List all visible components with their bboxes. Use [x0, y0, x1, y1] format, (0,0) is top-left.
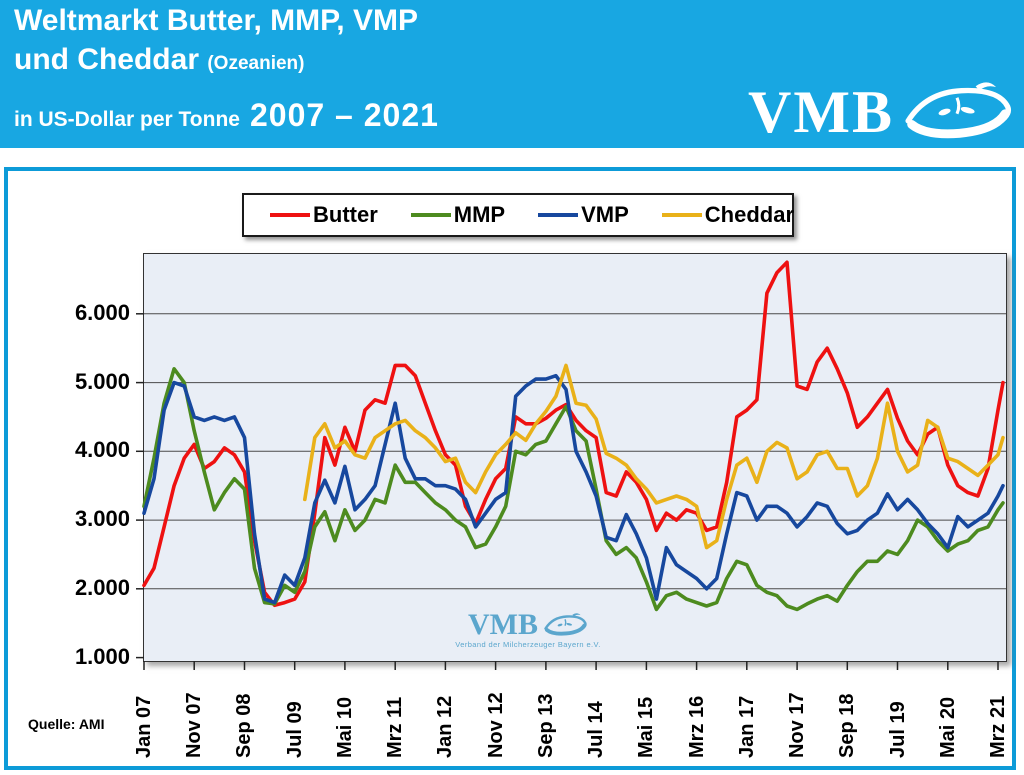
- page-title-line1: Weltmarkt Butter, MMP, VMP: [14, 4, 418, 37]
- chart-canvas: [136, 260, 1006, 670]
- x-axis-label: Mrz 21: [987, 695, 1009, 758]
- x-axis-label: Jul 19: [887, 701, 909, 758]
- vmb-logo: VMB: [748, 80, 1016, 144]
- y-axis-label: 4.000: [74, 437, 130, 462]
- x-axis-label: Mai 20: [937, 696, 959, 758]
- legend-swatch-vmp: [538, 213, 579, 217]
- page-title-region: (Ozeanien): [207, 53, 305, 74]
- legend-item-butter: Butter: [270, 202, 378, 228]
- y-axis-label: 2.000: [74, 575, 130, 600]
- legend-swatch-butter: [270, 213, 310, 217]
- x-axis-label: Jan 12: [434, 695, 456, 758]
- legend-swatch-mmp: [410, 213, 451, 217]
- x-axis-label: Nov 12: [485, 692, 507, 758]
- x-axis-label: Mrz 11: [384, 696, 406, 758]
- subtitle-year-range: 2007 – 2021: [249, 97, 439, 133]
- x-axis-label: Sep 18: [836, 693, 858, 758]
- watermark-text: VMB: [468, 608, 538, 641]
- y-axis-label: 5.000: [74, 369, 130, 394]
- legend-label: Cheddar: [704, 202, 795, 227]
- page-title-line2: und Cheddar (Ozeanien): [14, 43, 304, 77]
- vmb-watermark: VMB Verband der Milcherzeuger Bayern e.V…: [448, 608, 608, 650]
- page-title-line2-main: und Cheddar: [14, 43, 199, 76]
- legend-item-mmp: MMP: [410, 202, 506, 228]
- y-axis-label: 1.000: [74, 644, 130, 669]
- x-axis-label: Mai 15: [635, 696, 657, 758]
- y-axis-label: 3.000: [74, 506, 130, 531]
- x-axis-label: Nov 17: [786, 692, 808, 758]
- page-subtitle: in US-Dollar per Tonne 2007 – 2021: [14, 97, 439, 134]
- x-axis-label: Mai 10: [334, 696, 356, 758]
- legend-label: VMP: [581, 202, 629, 227]
- vmb-swirl-icon: [905, 82, 1011, 139]
- legend-label: Butter: [313, 202, 378, 227]
- x-axis-label: Sep 08: [233, 693, 255, 758]
- source-note: Quelle: AMI: [28, 716, 105, 732]
- header-banner: Weltmarkt Butter, MMP, VMP und Cheddar (…: [0, 0, 1024, 148]
- y-axis-label: 6.000: [74, 300, 130, 325]
- x-axis-label: Mrz 16: [686, 695, 708, 758]
- legend-item-cheddar: Cheddar: [661, 202, 795, 228]
- series-line-cheddar: [303, 363, 1005, 550]
- x-axis-label: Nov 07: [183, 692, 205, 758]
- legend-swatch-cheddar: [661, 213, 702, 217]
- x-axis-label: Jan 07: [133, 695, 155, 758]
- chart-legend: Butter MMP VMP Cheddar: [242, 193, 794, 237]
- plot-area: [136, 253, 1007, 670]
- watermark-subtext: Verband der Milcherzeuger Bayern e.V.: [455, 640, 601, 649]
- x-axis-label: Jul 14: [585, 701, 607, 758]
- series-line-vmp: [142, 373, 1005, 605]
- legend-label: MMP: [453, 202, 506, 227]
- x-axis-label: Jan 17: [736, 695, 758, 758]
- vmb-swirl-icon: [544, 613, 587, 636]
- x-axis-label: Sep 13: [535, 693, 557, 758]
- vmb-logo-text: VMB: [748, 79, 894, 145]
- series-line-mmp: [142, 367, 1005, 612]
- subtitle-unit-label: in US-Dollar per Tonne: [14, 108, 240, 131]
- x-axis-label: Jul 09: [284, 701, 306, 758]
- legend-item-vmp: VMP: [538, 202, 629, 228]
- series-line-butter: [142, 260, 1005, 608]
